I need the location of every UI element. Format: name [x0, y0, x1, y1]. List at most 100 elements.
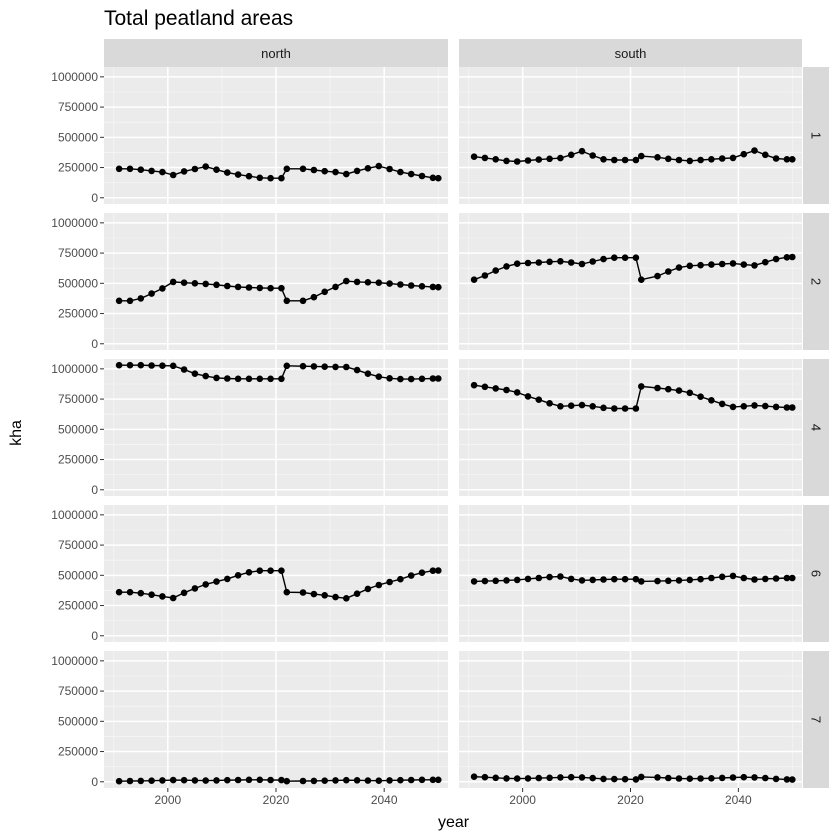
data-point — [321, 167, 329, 175]
data-point — [589, 576, 596, 584]
data-point — [310, 590, 318, 598]
data-point — [708, 397, 715, 404]
data-point — [353, 777, 361, 784]
data-point — [429, 174, 437, 182]
data-point — [418, 776, 426, 784]
data-point — [234, 283, 242, 291]
data-point — [611, 405, 618, 412]
data-point — [708, 574, 715, 582]
data-point — [278, 567, 285, 574]
data-point — [343, 170, 350, 178]
data-point — [234, 171, 242, 178]
data-point — [202, 163, 209, 170]
data-point — [343, 595, 350, 602]
data-point — [708, 156, 715, 163]
data-point — [589, 774, 596, 782]
data-point — [654, 384, 661, 392]
y-tick-label: 1000000 — [51, 70, 98, 84]
data-point — [789, 404, 796, 411]
y-tick-label: 500000 — [58, 130, 98, 144]
data-point — [589, 152, 596, 159]
data-point — [310, 363, 318, 370]
data-point — [686, 262, 694, 270]
data-point — [503, 775, 510, 782]
panel-south-7 — [459, 651, 802, 788]
data-point — [481, 383, 489, 391]
data-point — [654, 272, 661, 280]
strip-label-row-2: 2 — [809, 278, 824, 285]
strip-row-7 — [803, 651, 829, 788]
data-point — [267, 174, 274, 182]
y-tick-label: 750000 — [58, 392, 98, 406]
strip-label-row-4: 4 — [809, 424, 824, 431]
data-point — [283, 777, 291, 785]
data-point — [169, 776, 177, 784]
data-point — [137, 361, 145, 369]
data-point — [740, 574, 748, 582]
data-point — [708, 261, 715, 268]
data-point — [397, 575, 404, 583]
data-point — [611, 575, 618, 583]
data-point — [578, 577, 586, 584]
data-point — [718, 774, 726, 782]
data-point — [751, 262, 758, 269]
data-point — [353, 590, 361, 597]
data-point — [126, 297, 134, 305]
data-point — [180, 279, 188, 287]
data-point — [600, 404, 607, 412]
data-point — [343, 776, 350, 784]
data-point — [180, 589, 188, 597]
data-point — [718, 400, 726, 408]
strip-label-south: south — [615, 46, 647, 61]
data-point — [386, 165, 393, 173]
data-point — [621, 775, 629, 783]
data-point — [256, 375, 264, 383]
data-point — [213, 374, 220, 382]
data-point — [299, 777, 307, 785]
data-point — [578, 401, 586, 409]
panel-south-4 — [459, 359, 802, 496]
panel-grid: north south 1 2 4 6 7 0 250000 500000 750000 100000… — [51, 39, 829, 807]
data-point — [332, 283, 339, 291]
data-point — [503, 386, 510, 394]
data-point — [524, 575, 532, 583]
data-point — [524, 775, 532, 782]
data-point — [397, 281, 404, 288]
y-tick-label: 250000 — [58, 161, 98, 175]
data-point — [435, 375, 442, 382]
data-point — [224, 169, 231, 176]
data-point — [148, 591, 155, 598]
y-axis-title: kha — [8, 420, 25, 446]
data-point — [600, 156, 607, 163]
x-tick-label: 2040 — [371, 793, 398, 807]
data-point — [470, 578, 478, 585]
data-point — [202, 581, 209, 588]
data-point — [310, 293, 318, 301]
data-point — [492, 156, 500, 163]
data-point — [278, 375, 285, 383]
data-point — [267, 776, 274, 784]
data-point — [245, 172, 253, 180]
data-point — [283, 362, 291, 370]
data-point — [126, 361, 134, 369]
strip-label-north: north — [261, 46, 291, 61]
data-point — [234, 572, 242, 579]
data-point — [697, 775, 704, 782]
data-point — [364, 279, 372, 286]
data-point — [789, 776, 796, 783]
y-tick-label: 750000 — [58, 538, 98, 552]
data-point — [115, 297, 123, 305]
data-point — [126, 165, 134, 173]
data-point — [126, 777, 134, 785]
data-point — [740, 773, 748, 781]
data-point — [321, 288, 329, 296]
data-point — [654, 577, 661, 585]
data-point — [375, 162, 383, 170]
y-tick-label: 1000000 — [51, 362, 98, 376]
data-point — [772, 155, 780, 162]
data-point — [245, 776, 253, 784]
data-point — [191, 280, 199, 287]
data-point — [386, 777, 393, 784]
data-point — [435, 283, 442, 291]
